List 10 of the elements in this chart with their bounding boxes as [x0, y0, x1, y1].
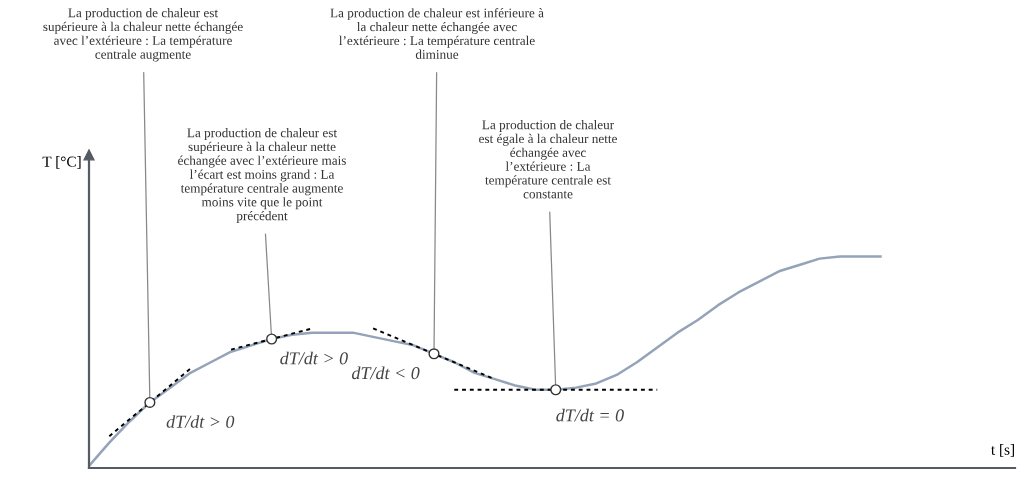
- annotation: dT/dt > 0: [166, 415, 235, 428]
- text: La production de chaleur est supérieure à la chaleur nette échangée avec l’extérieure mais l’écart est moins grand : La température centrale augmente moins vite que le point précédent: [178, 128, 346, 223]
- text: La production de chaleur est inférieure à la chaleur nette échangée avec l’extérieure : La température centrale diminue: [330, 8, 544, 59]
- annotation: dT/dt < 0: [351, 366, 420, 380]
- text: La production de chaleur est supérieure à la chaleur nette échangée avec l’extérieure : La température centrale augmente: [43, 8, 243, 62]
- annotation: dT/dt > 0: [280, 351, 348, 365]
- text: T [°C]: [42, 156, 81, 169]
- text: t [s]: [991, 444, 1014, 457]
- text: La production de chaleur est égale à la chaleur nette échangée avec l’extérieure : La température centrale est constante: [479, 120, 617, 199]
- annotation: dT/dt = 0: [556, 408, 624, 422]
